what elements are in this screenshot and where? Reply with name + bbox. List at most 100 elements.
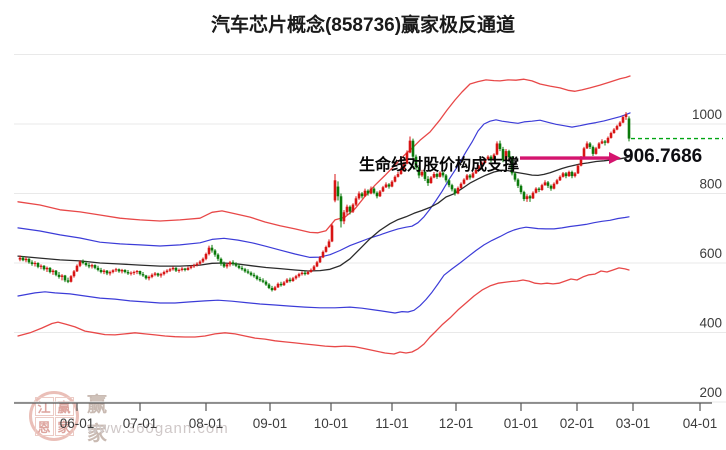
candle-body [279, 283, 283, 286]
candle-body [105, 270, 109, 274]
candle-body [525, 196, 529, 200]
y-tick-label: 200 [699, 385, 722, 400]
candle-body [528, 196, 532, 199]
chart-title: 汽车芯片概念(858736)赢家极反通道 [210, 15, 516, 36]
candle-body [318, 257, 322, 263]
candle-body [597, 143, 601, 149]
candle-body [486, 156, 490, 160]
lifeline-support-annotation: 生命线对股价构成支撑 [359, 157, 520, 174]
logo-char: 恩 [34, 416, 54, 436]
candle-body [561, 173, 565, 177]
candle-body [411, 140, 415, 157]
candle-body [480, 162, 484, 167]
candle-body [393, 176, 397, 182]
candle-body [363, 190, 367, 197]
candle-body [75, 265, 79, 272]
candle-body [618, 122, 622, 127]
candle-body [357, 193, 361, 199]
candle-body [444, 175, 448, 181]
x-tick-label: 11-01 [375, 416, 409, 431]
candle-body [90, 265, 94, 267]
candle-body [483, 159, 487, 163]
candle-body [546, 182, 550, 186]
candle-body [159, 274, 163, 276]
candle-body [471, 173, 475, 178]
candle-body [453, 189, 457, 194]
candle-body [153, 273, 157, 275]
candle-body [288, 279, 292, 282]
candle-body [414, 156, 418, 168]
candle-body [468, 175, 472, 178]
candle-body [150, 274, 154, 277]
lifeline-value-label: 906.7686 [623, 146, 703, 167]
candle-body [189, 266, 193, 268]
y-tick-label: 600 [699, 246, 722, 261]
candle-body [324, 247, 328, 252]
x-tick-label: 04-01 [683, 416, 718, 431]
candle-body [513, 173, 517, 180]
candle-body [456, 187, 460, 194]
candle-body [87, 265, 91, 267]
candle-body [540, 185, 544, 191]
y-tick-label: 800 [699, 177, 722, 192]
candle-body [48, 267, 52, 273]
candle-body [348, 206, 352, 212]
candle-body [312, 266, 316, 270]
candle-body [555, 180, 559, 184]
candle-body [594, 148, 598, 154]
candle-body [354, 198, 358, 205]
candle-body [111, 270, 115, 273]
candle-body [246, 271, 250, 273]
candle-body [81, 261, 85, 263]
candle-body [570, 171, 574, 177]
candle-body [567, 171, 571, 177]
candle-body [21, 257, 25, 261]
candle-body [264, 281, 268, 285]
candle-body [387, 184, 391, 187]
candle-body [498, 143, 502, 150]
candle-body [549, 185, 553, 189]
candle-body [42, 265, 46, 270]
candle-body [516, 179, 520, 186]
candle-body [192, 265, 196, 267]
candle-body [336, 186, 340, 197]
candle-body [627, 118, 631, 139]
candle-body [234, 263, 238, 266]
candle-body [372, 188, 376, 193]
candle-body [39, 265, 43, 267]
candle-body [390, 181, 394, 187]
candle-body [123, 269, 127, 273]
x-tick-label: 10-01 [314, 416, 349, 431]
candle-body [477, 166, 481, 170]
candle-body [606, 137, 610, 143]
candle-body [45, 267, 49, 270]
candle-body [252, 274, 256, 277]
candle-body [72, 271, 76, 277]
watermark-brand-text: 赢家江恩软件 [87, 394, 109, 445]
candle-body [351, 204, 355, 212]
candle-body [255, 276, 259, 279]
candle-body [558, 176, 562, 181]
candle-body [375, 192, 379, 197]
candle-body [291, 278, 295, 282]
candle-body [579, 157, 583, 166]
candle-body [210, 247, 214, 251]
candle-body [174, 267, 178, 271]
candle-body [504, 151, 508, 161]
candle-body [330, 225, 334, 242]
candle-body [225, 264, 229, 267]
candle-body [144, 275, 148, 279]
candle-body [156, 273, 160, 276]
candle-body [180, 268, 184, 270]
candle-body [489, 156, 493, 161]
candle-body [603, 141, 607, 143]
candle-body [588, 143, 592, 147]
candle-body [621, 117, 625, 123]
candle-body [243, 269, 247, 272]
candle-body [201, 258, 205, 262]
candle-body [624, 114, 628, 118]
candle-body [435, 174, 439, 177]
candle-body [129, 272, 133, 274]
